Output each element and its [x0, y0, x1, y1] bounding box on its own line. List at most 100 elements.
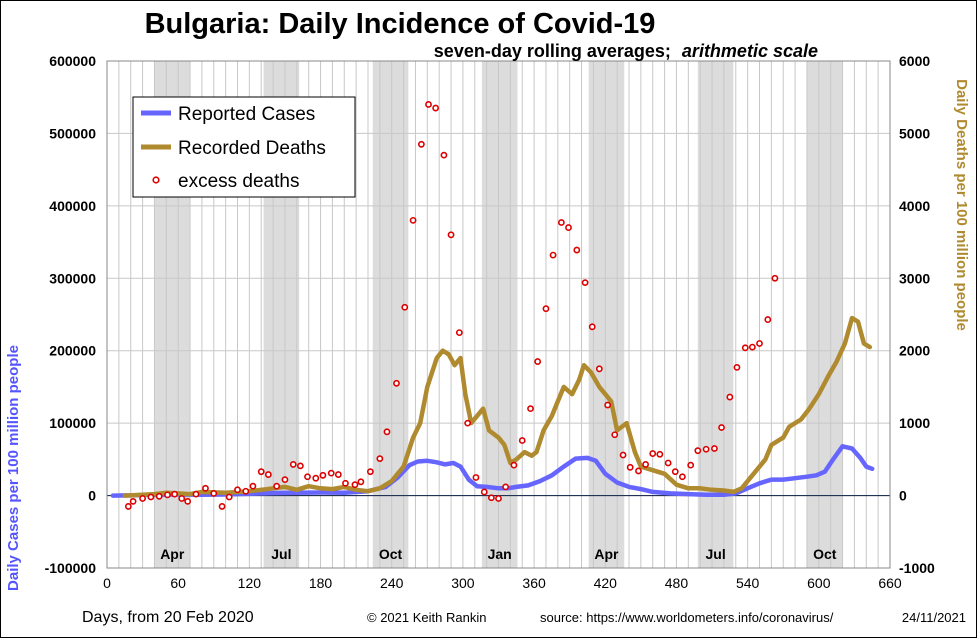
excess-death-point: [417, 140, 425, 148]
season-bands: [154, 61, 843, 568]
excess-death-point: [694, 447, 702, 455]
footer-source: source: https://www.worldometers.info/co…: [540, 610, 834, 625]
excess-death-point: [409, 216, 417, 224]
excess-death-point: [534, 358, 542, 365]
y-right-tick-label: 0: [899, 488, 907, 504]
excess-death-point: [129, 497, 137, 505]
x-tick-label: 0: [103, 575, 111, 591]
excess-death-point: [604, 401, 612, 409]
excess-death-point: [319, 471, 327, 479]
excess-death-point: [234, 486, 241, 494]
excess-death-point: [635, 467, 642, 475]
excess-death-point: [771, 274, 779, 282]
x-tick-label: 420: [594, 575, 618, 591]
excess-death-point: [225, 493, 233, 501]
y-right-tick-label: 5000: [899, 125, 930, 141]
excess-death-point: [495, 495, 502, 502]
excess-death-point: [366, 468, 374, 476]
excess-death-point: [619, 451, 627, 459]
y-right-tick-label: 2000: [899, 343, 930, 359]
excess-death-point: [480, 488, 488, 496]
excess-death-point: [733, 363, 741, 371]
footer-date: 24/11/2021: [902, 610, 966, 625]
month-label-0: Apr: [160, 546, 185, 562]
x-tick-label: 660: [878, 575, 902, 591]
excess-death-point: [581, 279, 589, 287]
x-tick-label: 120: [238, 575, 262, 591]
excess-death-point: [649, 450, 657, 457]
chart-title: Bulgaria: Daily Incidence of Covid-19: [145, 8, 656, 40]
y-right-tick-label: -1000: [899, 560, 935, 576]
season-band-5: [697, 61, 734, 568]
axes: 0 60 120 180 240 300 360 420 480 540 600 660-100000…: [45, 53, 935, 591]
x-tick-label: 300: [451, 575, 475, 591]
excess-death-point: [257, 468, 265, 476]
excess-death-point: [440, 151, 448, 159]
excess-death-point: [401, 303, 409, 311]
excess-death-point: [273, 482, 281, 490]
chart-subtitle: seven-day rolling averages; arithmetic s…: [434, 41, 818, 61]
excess-death-point: [642, 461, 650, 468]
legend: Reported Cases Recorded Deaths excess de…: [132, 96, 356, 198]
excess-death-point: [702, 445, 710, 453]
excess-death-point: [671, 468, 679, 476]
legend-label-excess: excess deaths: [178, 171, 299, 192]
y-axis-left-label: Daily Cases per 100 million people: [5, 345, 22, 591]
excess-death-point: [242, 487, 250, 495]
excess-death-point: [711, 445, 718, 452]
excess-death-point: [588, 323, 596, 331]
excess-death-point: [376, 455, 384, 463]
excess-death-point: [383, 428, 391, 436]
excess-death-point: [527, 405, 534, 413]
excess-death-point: [687, 461, 695, 469]
series-reported-cases-line: [110, 444, 875, 498]
excess-death-point: [357, 478, 365, 486]
x-tick-label: 480: [665, 575, 689, 591]
plot-border: [106, 60, 891, 569]
excess-death-point: [327, 469, 335, 477]
season-band-4: [588, 61, 625, 568]
month-label-3: Jan: [488, 546, 512, 562]
excess-death-point: [756, 340, 763, 347]
x-tick-label: 240: [380, 575, 404, 591]
excess-death-point: [510, 461, 518, 469]
excess-death-point: [741, 344, 749, 352]
y-left-tick-label: 600000: [49, 53, 96, 69]
y-right-tick-label: 4000: [899, 198, 930, 214]
excess-death-point: [611, 431, 619, 439]
y-left-tick-label: 300000: [49, 270, 96, 286]
excess-death-point: [472, 474, 480, 481]
month-label-5: Jul: [705, 546, 725, 562]
month-label-4: Apr: [594, 546, 619, 562]
excess-death-point: [726, 393, 734, 401]
series-layer: [110, 101, 875, 510]
excess-death-point: [447, 231, 455, 239]
x-tick-label: 180: [309, 575, 333, 591]
excess-death-point: [218, 503, 226, 510]
excess-death-point: [289, 461, 297, 468]
excess-death-point: [171, 490, 179, 498]
excess-death-point: [549, 251, 557, 259]
excess-death-point: [312, 474, 320, 482]
season-band-6: [806, 61, 843, 568]
gridlines: [106, 60, 891, 569]
excess-death-point: [595, 365, 603, 373]
excess-death-point: [664, 459, 672, 467]
month-label-1: Jul: [271, 546, 291, 562]
x-tick-label: 60: [170, 575, 186, 591]
excess-death-point: [542, 305, 550, 313]
y-left-tick-label: 400000: [49, 198, 96, 214]
y-left-tick-label: -100000: [45, 560, 97, 576]
legend-swatch-excess: [152, 176, 160, 184]
excess-death-point: [393, 379, 400, 387]
y-left-tick-label: 100000: [49, 415, 96, 431]
excess-death-point: [432, 104, 440, 112]
excess-death-point: [164, 491, 171, 499]
x-tick-label: 360: [522, 575, 546, 591]
excess-death-point: [210, 489, 218, 497]
excess-death-point: [351, 481, 359, 489]
excess-death-point: [573, 246, 581, 254]
y-right-tick-label: 1000: [899, 415, 930, 431]
excess-death-point: [748, 343, 756, 351]
